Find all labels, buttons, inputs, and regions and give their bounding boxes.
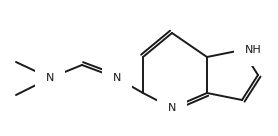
Text: N: N [113,73,121,83]
Text: NH: NH [245,45,262,55]
Text: N: N [46,73,54,83]
Text: N: N [168,103,176,113]
